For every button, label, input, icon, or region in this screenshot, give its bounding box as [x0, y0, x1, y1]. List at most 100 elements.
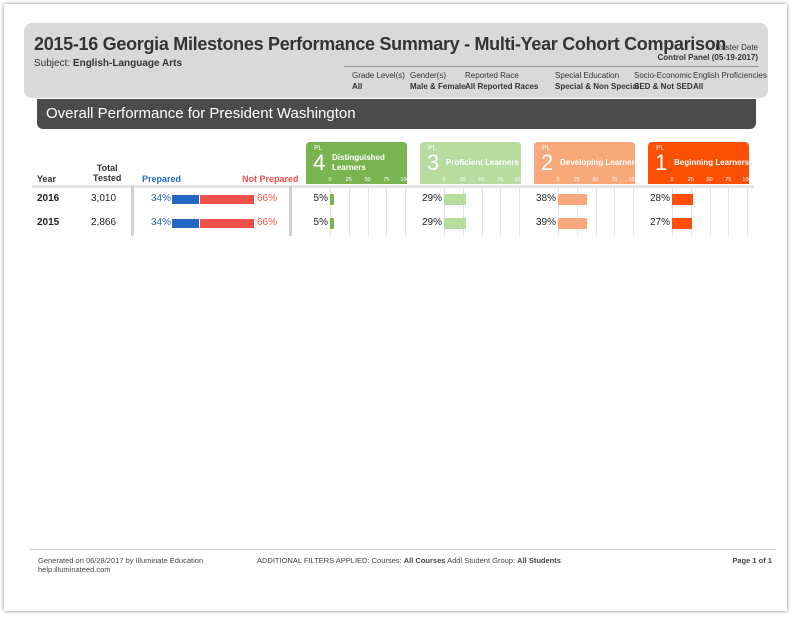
pl-scale: 0 25 50 75 100: [442, 177, 523, 184]
scale-tick: 0: [442, 177, 446, 183]
pl-scale: 0 25 50 75 100: [328, 177, 409, 184]
subject-line: Subject: English-Language Arts: [34, 58, 182, 69]
footer-generated: Generated on 06/28/2017 by Illuminate Ed…: [38, 556, 203, 574]
pl-3-pct: 29%: [421, 193, 442, 204]
pl-number: 2: [541, 150, 554, 175]
row-total-tested: 2,866: [91, 217, 117, 228]
filter-grade-level: Grade Level(s) All: [352, 70, 405, 92]
footer-divider: [30, 549, 776, 550]
filter-value: All: [693, 82, 704, 91]
pl-3-bar: [444, 218, 466, 229]
pl-tag: PL: [314, 145, 323, 152]
filter-label: Socio-Economic: [634, 71, 692, 80]
scale-tick: 25: [573, 177, 580, 183]
filter-label: Reported Race: [465, 71, 519, 80]
scale-tick: 75: [725, 177, 732, 183]
filter-socio-economic: Socio-Economic SED & Not SED: [634, 70, 693, 92]
generated-text: Generated on 06/28/2017 by Illuminate Ed…: [38, 556, 204, 565]
roster-value: Control Panel (05-19-2017): [657, 53, 758, 62]
gridline: [709, 186, 711, 236]
section-banner: Overall Performance for President Washin…: [37, 99, 756, 129]
table-top-rule: [32, 185, 754, 188]
pl-label: Beginning Learners: [674, 158, 750, 167]
scale-tick: 75: [383, 177, 390, 183]
section-title: Overall Performance for President Washin…: [46, 105, 356, 122]
gridline: [747, 186, 748, 236]
filter-value: Male & Female: [410, 82, 466, 91]
scale-tick: 50: [364, 177, 371, 183]
report-title: 2015-16 Georgia Milestones Performance S…: [34, 34, 727, 54]
header-divider: [344, 66, 759, 67]
scale-tick: 100: [742, 177, 752, 183]
not-prepared-bar: [200, 195, 254, 204]
gridline: [367, 186, 369, 236]
pl-4-pct: 5%: [313, 193, 328, 204]
gridline: [672, 186, 673, 236]
pl-4-header: PL 4 Distinguished Learners 0 25 50 75 100: [306, 142, 410, 184]
row-year: 2016: [37, 193, 60, 204]
pl-1-bar: [672, 218, 693, 229]
page-number: Page 1 of 1: [732, 556, 772, 565]
filter-english-proficiencies: English Proficiencies All: [693, 70, 767, 92]
prepared-bar: [172, 219, 199, 228]
row-total-tested: 3,010: [91, 193, 117, 204]
pl-number: 1: [655, 150, 668, 175]
scale-tick: 25: [459, 177, 466, 183]
pl-label: Developing Learners: [560, 158, 640, 167]
scale-tick: 50: [706, 177, 713, 183]
filter-label: Special Education: [555, 71, 620, 80]
col-total-tested: Total Tested: [93, 163, 122, 183]
group-value: All Students: [517, 556, 561, 565]
pl-1-pct: 28%: [649, 193, 670, 204]
gridline: [348, 186, 350, 236]
filter-gender: Gender(s) Male & Female: [410, 70, 466, 92]
column-separator: [289, 186, 292, 236]
group-label: Addl Student Group:: [447, 556, 516, 565]
report-header: 2015-16 Georgia Milestones Performance S…: [24, 23, 768, 98]
pl-scale: 0 25 50 75 100: [556, 177, 637, 184]
gridline: [614, 186, 616, 236]
filter-value: All Reported Races: [465, 82, 539, 91]
pl-2-bar: [558, 194, 587, 205]
pl-scale: 0 25 50 75 100: [670, 177, 751, 184]
row-prepared-pct: 34%: [151, 193, 172, 204]
filter-value: Special & Non Special: [555, 82, 640, 91]
help-link[interactable]: help.illuminateed.com: [38, 565, 111, 574]
roster-date: Roster Date Control Panel (05-19-2017): [658, 43, 758, 63]
pl-tag: PL: [656, 145, 665, 152]
pl-label: Distinguished Learners: [332, 153, 385, 172]
scale-tick: 50: [592, 177, 599, 183]
scale-tick: 100: [628, 177, 638, 183]
row-year: 2015: [37, 217, 60, 228]
filter-label: English Proficiencies: [693, 71, 767, 80]
filter-value: SED & Not SED: [634, 82, 693, 91]
gridline: [728, 186, 730, 236]
gridline: [386, 186, 388, 236]
scale-tick: 25: [345, 177, 352, 183]
courses-value: All Courses: [403, 556, 446, 565]
col-not-prepared: Not Prepared: [242, 174, 299, 184]
roster-label: Roster Date: [715, 43, 758, 52]
pl-tag: PL: [542, 145, 551, 152]
pl-1-pct: 27%: [649, 217, 670, 228]
gridline: [330, 186, 331, 236]
row-prepared-pct: 34%: [151, 217, 172, 228]
pl-4-bar: [330, 194, 334, 205]
gridline: [690, 186, 692, 236]
scale-tick: 0: [328, 177, 332, 183]
subject-value: English-Language Arts: [72, 58, 183, 69]
footer-filters: ADDITIONAL FILTERS APPLIED: Courses: All…: [257, 556, 561, 565]
subject-label: Subject:: [34, 58, 71, 69]
filter-value: All: [352, 82, 363, 91]
pl-4-bar: [330, 218, 334, 229]
column-separator: [131, 186, 134, 236]
col-prepared: Prepared: [142, 174, 182, 184]
filter-special-education: Special Education Special & Non Special: [555, 70, 639, 92]
gridline: [576, 186, 578, 236]
pl-2-bar: [558, 218, 588, 229]
scale-tick: 25: [687, 177, 694, 183]
pl-tag: PL: [428, 145, 437, 152]
pl-2-pct: 39%: [535, 217, 556, 228]
gridline: [481, 186, 483, 236]
gridline: [500, 186, 502, 236]
